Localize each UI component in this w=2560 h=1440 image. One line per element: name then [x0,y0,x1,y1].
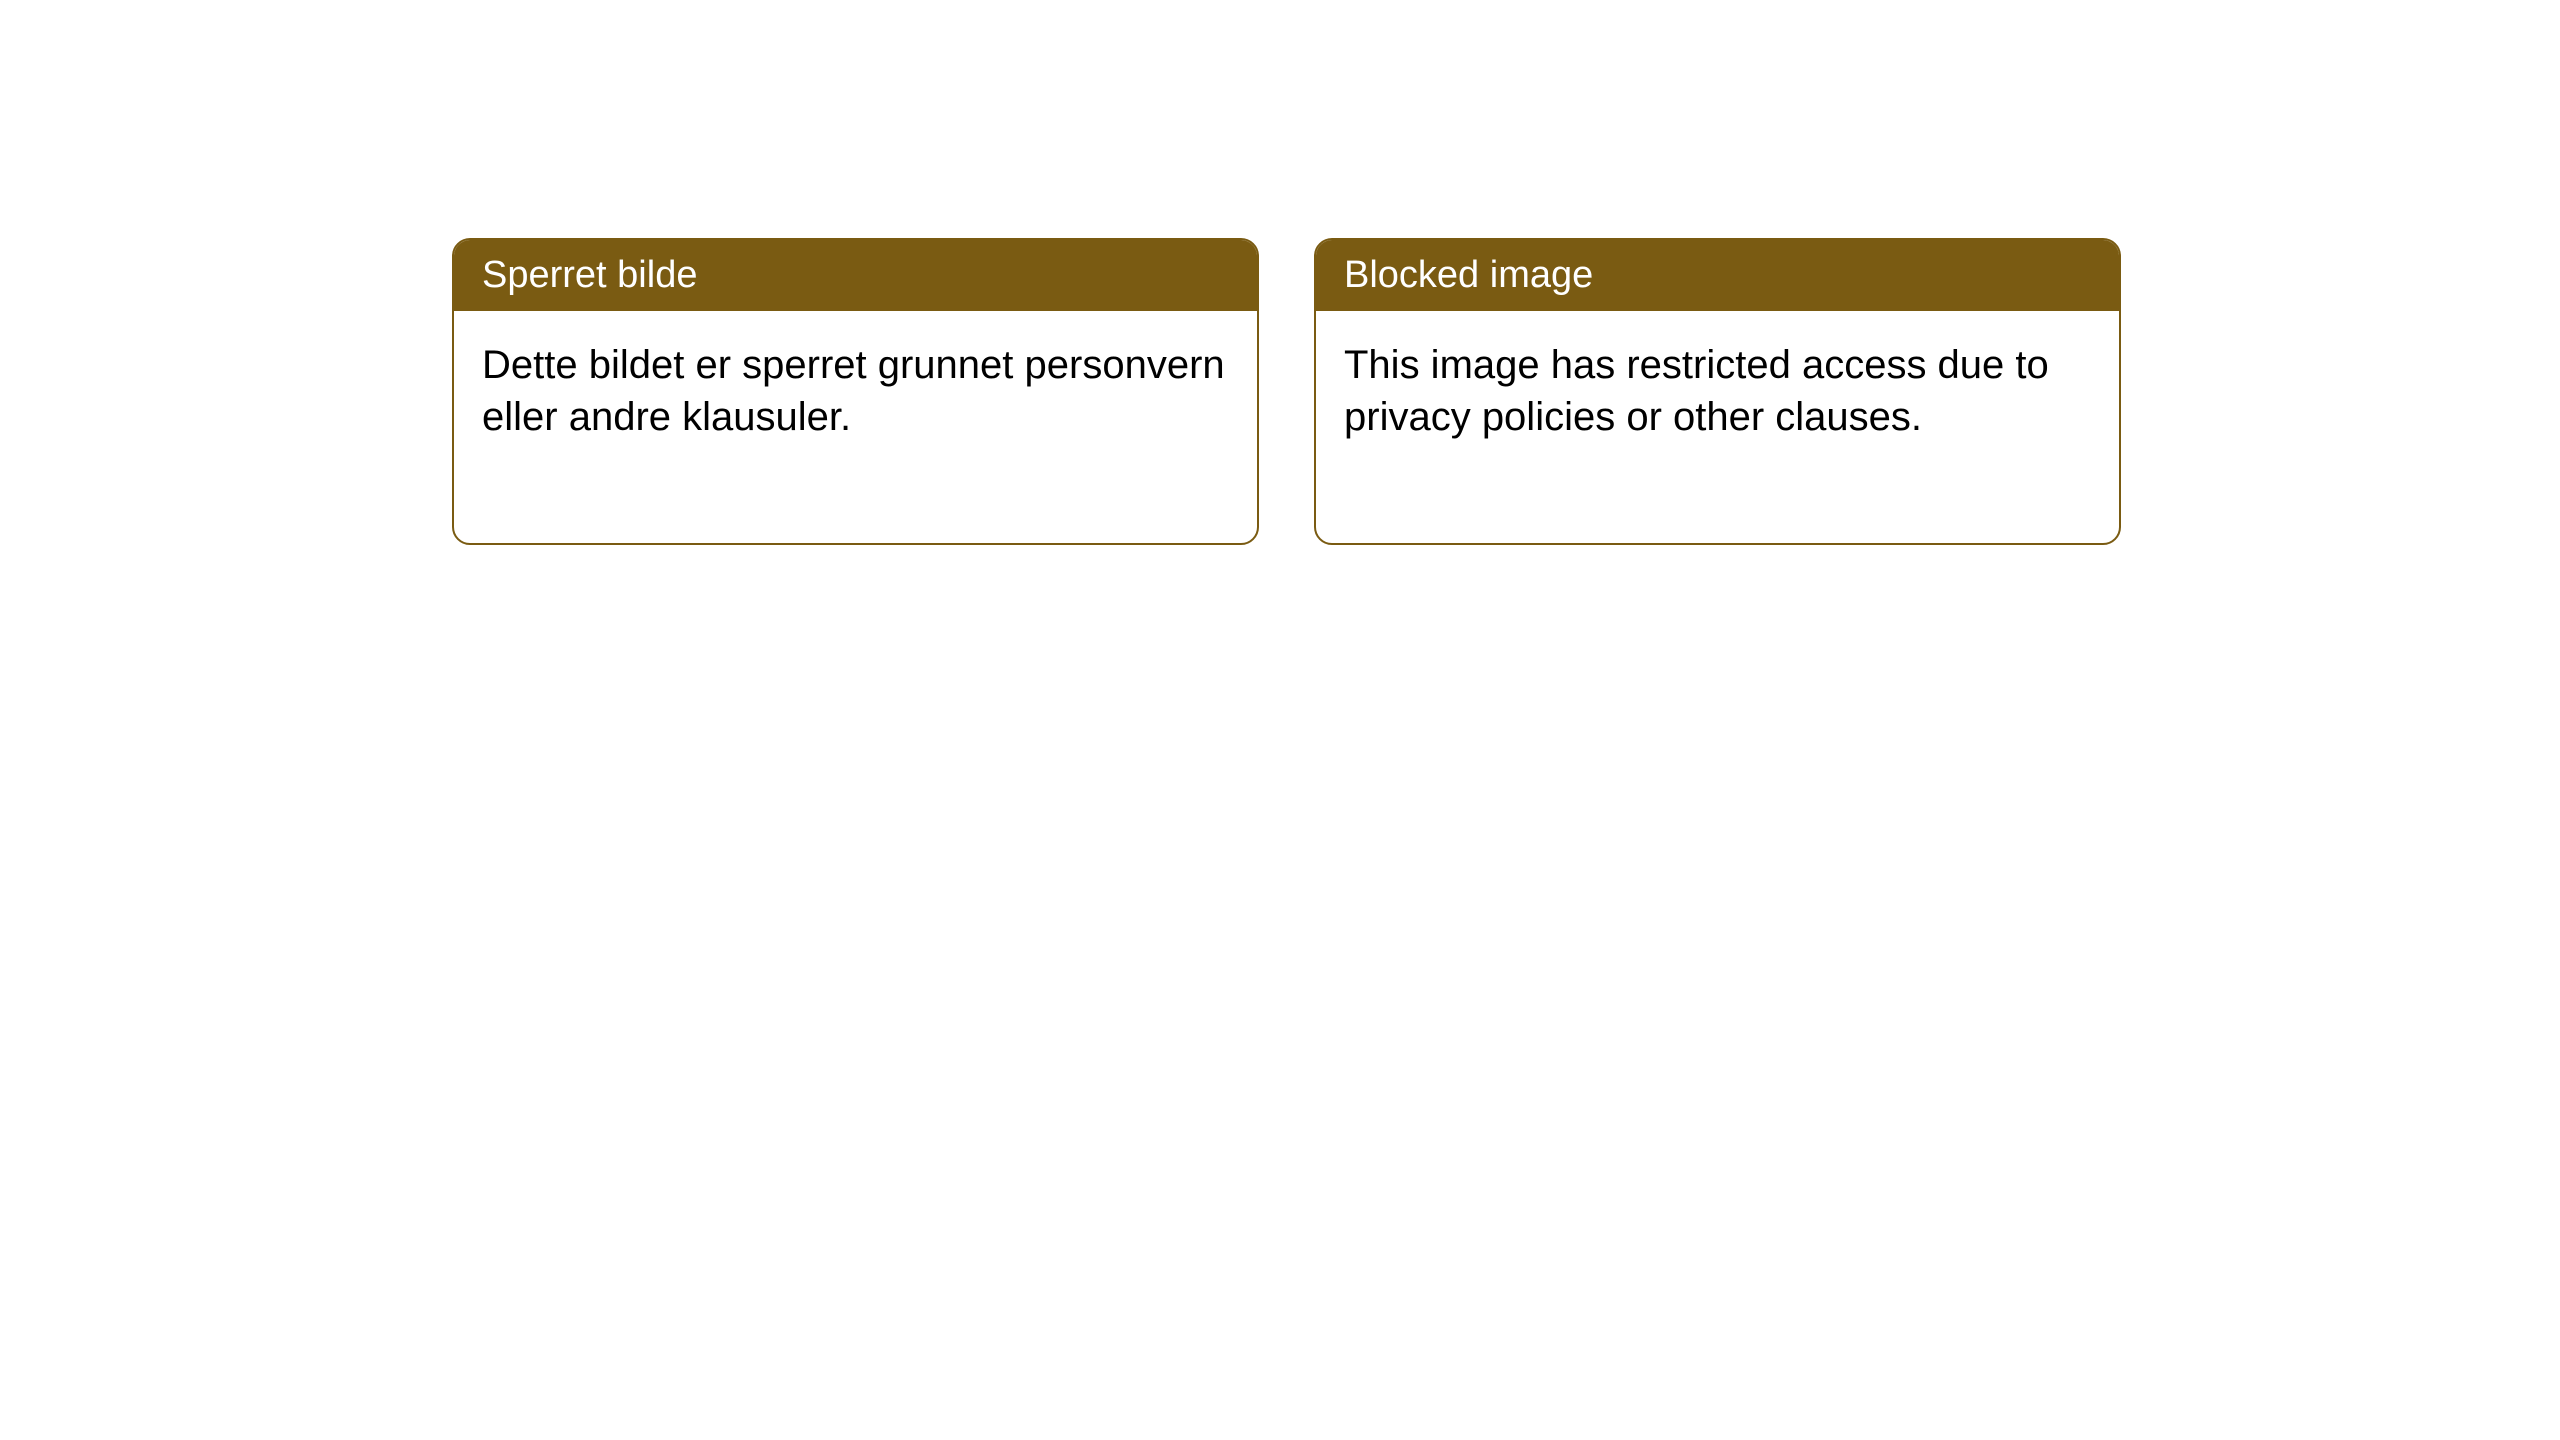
card-body: This image has restricted access due to … [1316,311,2119,543]
notice-card-english: Blocked image This image has restricted … [1314,238,2121,545]
card-body: Dette bildet er sperret grunnet personve… [454,311,1257,543]
notice-container: Sperret bilde Dette bildet er sperret gr… [0,0,2560,545]
notice-card-norwegian: Sperret bilde Dette bildet er sperret gr… [452,238,1259,545]
card-header: Sperret bilde [454,240,1257,311]
card-header: Blocked image [1316,240,2119,311]
